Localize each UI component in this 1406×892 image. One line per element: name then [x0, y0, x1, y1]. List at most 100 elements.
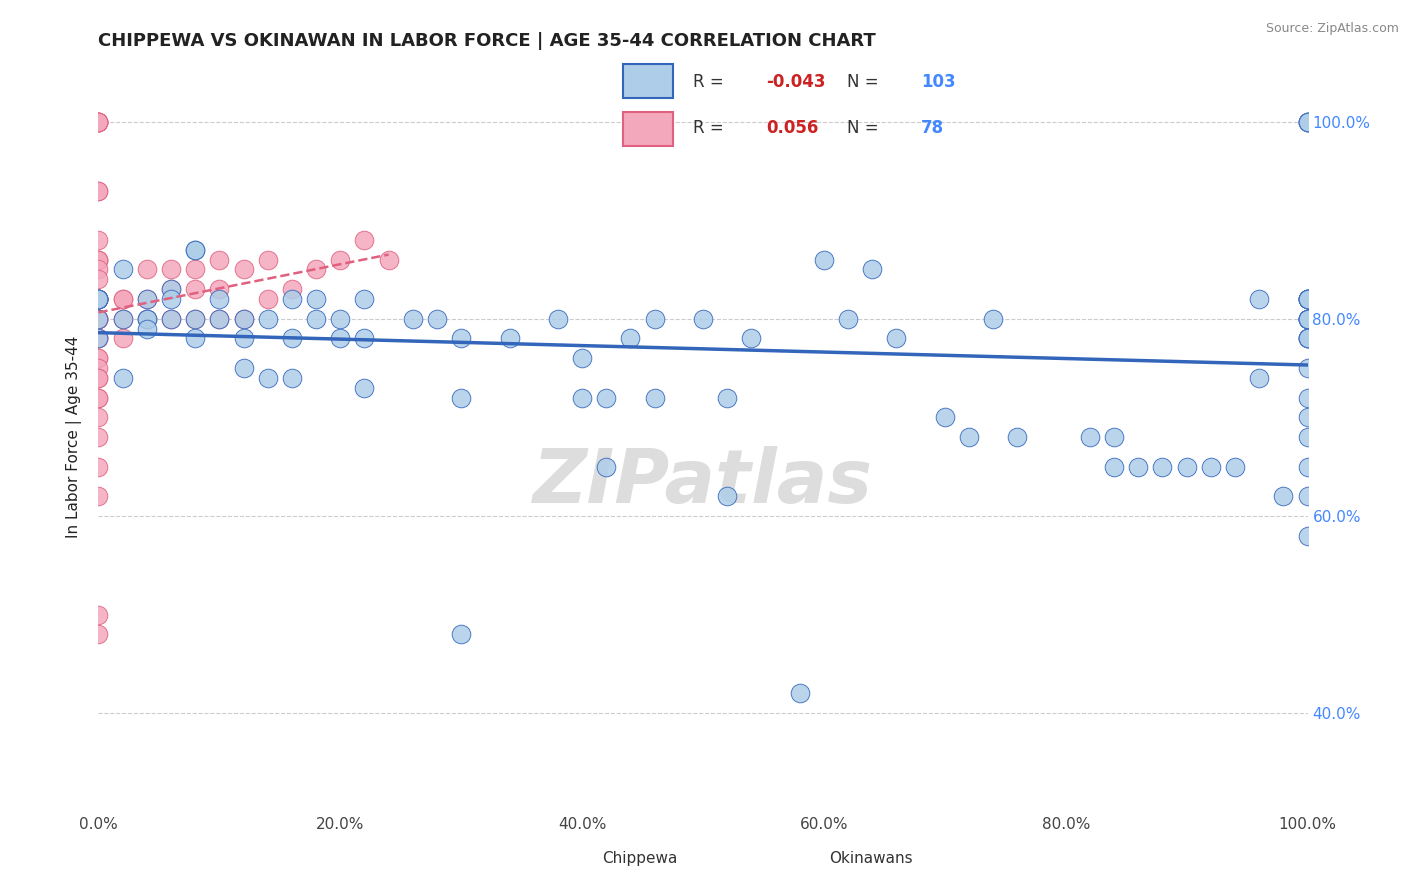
Point: [1296, 114, 1319, 128]
Point: [716, 489, 738, 503]
Point: [981, 311, 1004, 326]
Point: [87, 184, 110, 198]
Point: [111, 292, 134, 306]
Point: [135, 292, 157, 306]
Point: [1296, 311, 1319, 326]
Point: [160, 292, 183, 306]
Point: [426, 311, 449, 326]
Point: [87, 311, 110, 326]
Point: [87, 252, 110, 267]
Point: [87, 311, 110, 326]
Point: [305, 262, 328, 277]
Text: N =: N =: [848, 73, 884, 91]
Point: [329, 252, 352, 267]
Point: [87, 391, 110, 405]
Point: [87, 252, 110, 267]
Point: [111, 311, 134, 326]
Point: [135, 321, 157, 335]
Point: [208, 282, 231, 296]
Point: [87, 391, 110, 405]
Point: [329, 311, 352, 326]
Point: [934, 410, 956, 425]
Point: [87, 272, 110, 286]
Point: [1007, 430, 1029, 444]
Point: [87, 331, 110, 345]
Point: [595, 391, 617, 405]
Point: [644, 311, 666, 326]
Point: [208, 311, 231, 326]
Point: [305, 292, 328, 306]
Point: [87, 410, 110, 425]
Point: [184, 262, 207, 277]
Text: R =: R =: [693, 73, 728, 91]
Point: [87, 311, 110, 326]
Text: -0.043: -0.043: [766, 73, 825, 91]
Point: [281, 371, 304, 385]
Point: [1249, 371, 1271, 385]
Point: [450, 331, 472, 345]
Point: [1296, 331, 1319, 345]
Point: [256, 252, 278, 267]
Point: [450, 391, 472, 405]
Point: [1296, 311, 1319, 326]
Point: [353, 381, 375, 395]
Text: N =: N =: [848, 119, 884, 136]
Point: [87, 627, 110, 641]
Text: 0.056: 0.056: [766, 119, 818, 136]
Point: [1078, 430, 1101, 444]
Point: [571, 391, 593, 405]
Point: [305, 311, 328, 326]
Point: [1296, 292, 1319, 306]
Point: [1296, 331, 1319, 345]
Point: [1102, 459, 1125, 474]
Point: [740, 331, 762, 345]
Point: [87, 292, 110, 306]
Point: [1128, 459, 1150, 474]
Text: Source: ZipAtlas.com: Source: ZipAtlas.com: [1265, 22, 1399, 36]
Point: [450, 627, 472, 641]
FancyBboxPatch shape: [623, 64, 673, 97]
Point: [208, 311, 231, 326]
Text: Okinawans: Okinawans: [830, 851, 912, 865]
Point: [87, 184, 110, 198]
Point: [135, 311, 157, 326]
Text: Chippewa: Chippewa: [602, 851, 678, 865]
Point: [135, 311, 157, 326]
Point: [184, 243, 207, 257]
Point: [232, 311, 254, 326]
Point: [813, 252, 835, 267]
Point: [329, 331, 352, 345]
Point: [232, 311, 254, 326]
Point: [256, 292, 278, 306]
Point: [860, 262, 883, 277]
Point: [184, 331, 207, 345]
Point: [184, 282, 207, 296]
Point: [87, 114, 110, 128]
Point: [256, 311, 278, 326]
Point: [184, 311, 207, 326]
Point: [160, 311, 183, 326]
Point: [87, 607, 110, 622]
Point: [1296, 311, 1319, 326]
Point: [87, 292, 110, 306]
Point: [837, 311, 859, 326]
Point: [111, 371, 134, 385]
Point: [160, 282, 183, 296]
Point: [353, 233, 375, 247]
Point: [87, 292, 110, 306]
Point: [402, 311, 425, 326]
Point: [135, 292, 157, 306]
Y-axis label: In Labor Force | Age 35-44: In Labor Force | Age 35-44: [66, 336, 83, 538]
Point: [87, 430, 110, 444]
Point: [1296, 292, 1319, 306]
Point: [1296, 311, 1319, 326]
Text: 103: 103: [921, 73, 956, 91]
Point: [789, 686, 811, 700]
Point: [1175, 459, 1198, 474]
Point: [957, 430, 980, 444]
Point: [1296, 410, 1319, 425]
Point: [886, 331, 908, 345]
Point: [377, 252, 399, 267]
Point: [135, 262, 157, 277]
Point: [1296, 114, 1319, 128]
